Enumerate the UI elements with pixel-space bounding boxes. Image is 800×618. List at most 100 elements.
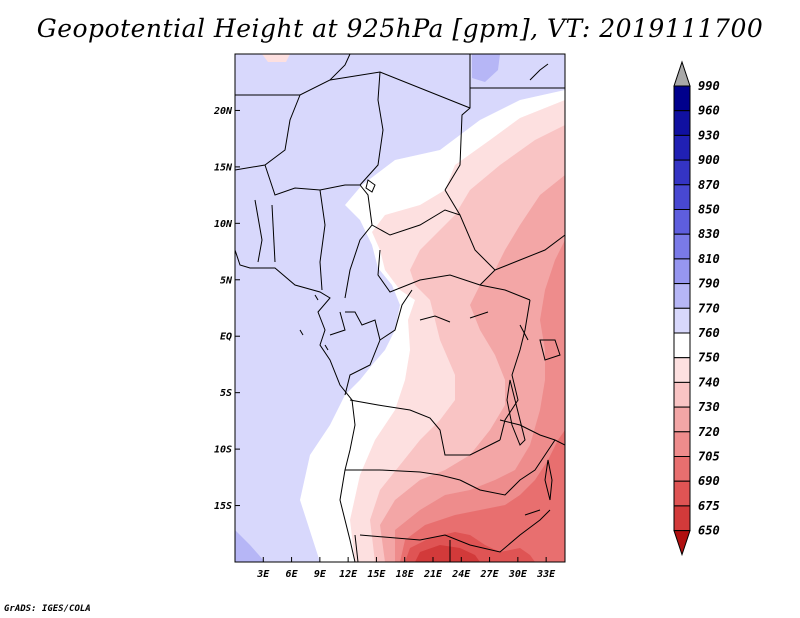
colorbar: 990 960 930 900 870 850 830 810 790 770 760 750 740 7… [673, 60, 720, 557]
border-19 [329, 311, 346, 336]
colorbar-swatch [673, 406, 691, 433]
chart-title: Geopotential Height at 925hPa [gpm], VT:… [36, 14, 764, 43]
colorbar-swatch [673, 258, 691, 285]
lon-tick-label: 21E [423, 569, 443, 580]
lake-victoria [539, 339, 561, 361]
lon-tick-label: 3E [256, 569, 270, 580]
border-24 [354, 534, 359, 562]
river-3 [524, 509, 541, 516]
border-18 [379, 289, 413, 341]
colorbar-label: 730 [698, 400, 720, 414]
colorbar-swatch [673, 283, 691, 309]
border-6 [235, 94, 301, 171]
lat-tick-label: EQ [220, 332, 232, 343]
lake-malawi [544, 459, 553, 501]
lat-tick-label: 10S [214, 445, 232, 456]
border-17 [344, 311, 381, 396]
border-12 [371, 209, 496, 286]
colorbar-label: 830 [698, 227, 720, 241]
colorbar-label: 650 [698, 524, 720, 538]
colorbar-swatch [673, 307, 691, 334]
colorbar-swatch [673, 480, 691, 507]
colorbar-label: 900 [698, 153, 720, 167]
river-1 [419, 315, 451, 323]
border-13 [377, 249, 531, 301]
border-22 [359, 509, 551, 553]
lat-tick-label: 15S [214, 501, 232, 512]
lon-tick-label: 9E [314, 569, 327, 580]
colorbar-label: 990 [698, 79, 720, 93]
colorbar-label: 740 [698, 375, 720, 389]
colorbar-swatch [673, 332, 691, 359]
lon-tick-label: 12E [339, 569, 358, 580]
colorbar-label: 960 [698, 104, 720, 118]
river-2 [469, 311, 489, 319]
border-23 [459, 439, 556, 496]
field-790-region-north [472, 54, 500, 82]
colorbar-swatch [673, 134, 691, 161]
colorbar-label: 850 [698, 203, 720, 217]
border-8 [254, 199, 263, 263]
colorbar-swatch [673, 85, 691, 112]
lon-tick-label: 33E [536, 569, 556, 580]
border-14 [444, 189, 461, 216]
colorbar-label: 705 [698, 450, 720, 464]
border-15 [494, 234, 565, 271]
lat-tick-label: 5S [220, 388, 232, 399]
field-675-region [415, 545, 480, 562]
lat-tick-label: 20N [213, 106, 233, 117]
longitude-axis: 3E 6E 9E 12E 15E 18E 21E 24E 27E 30E 33E [256, 557, 556, 580]
colorbar-swatch [673, 184, 691, 211]
border-9 [271, 204, 276, 263]
lon-tick-label: 24E [451, 569, 471, 580]
colorbar-swatch [673, 381, 691, 408]
field-790-region [235, 530, 265, 562]
colorbar-label: 750 [698, 351, 720, 365]
colorbar-label: 675 [698, 499, 720, 513]
coastline-west [235, 249, 356, 562]
lon-tick-label: 18E [396, 569, 415, 580]
colorbar-label: 870 [698, 178, 720, 192]
map-frame [234, 53, 566, 563]
lake-albert [519, 324, 529, 341]
colorbar-label: 720 [698, 425, 720, 439]
field-720-region [395, 240, 565, 562]
border-4 [444, 54, 471, 191]
colorbar-swatch [673, 431, 691, 457]
border-16 [499, 299, 531, 441]
colorbar-top-arrow [673, 60, 691, 87]
colorbar-swatch [673, 357, 691, 383]
colorbar-swatch [673, 209, 691, 235]
field-705-region [400, 430, 565, 562]
field-750-patch-north [262, 54, 290, 62]
colorbar-swatch [673, 456, 691, 482]
footer-credit: GrADS: IGES/COLA [4, 604, 91, 614]
red-sea [529, 63, 549, 81]
colorbar-swatch [673, 233, 691, 260]
country-borders [235, 54, 565, 562]
lat-tick-label: 10N [214, 219, 233, 230]
island-2 [314, 294, 319, 301]
island-3 [324, 344, 329, 351]
colorbar-label: 810 [698, 252, 720, 266]
colorbar-label: 760 [698, 326, 720, 340]
colorbar-label: 930 [698, 128, 720, 142]
colorbar-swatch [673, 159, 691, 186]
colorbar-bottom-arrow [673, 530, 691, 557]
lat-tick-label: 5N [220, 275, 233, 286]
lat-tick-label: 15N [214, 162, 233, 173]
border-26 [499, 419, 565, 446]
border-7 [264, 164, 360, 196]
island-1 [299, 329, 304, 336]
border-20 [349, 399, 501, 456]
colorbar-label: 770 [698, 301, 720, 315]
lon-tick-label: 27E [480, 569, 500, 580]
lon-tick-label: 6E [286, 569, 299, 580]
border-11 [344, 184, 373, 299]
border-10 [319, 189, 326, 291]
border-3 [359, 71, 384, 186]
lon-tick-label: 30E [508, 569, 528, 580]
colorbar-swatch [673, 110, 691, 136]
latitude-axis: 20N 15N 10N 5N EQ 5S 10S 15S [213, 106, 240, 512]
